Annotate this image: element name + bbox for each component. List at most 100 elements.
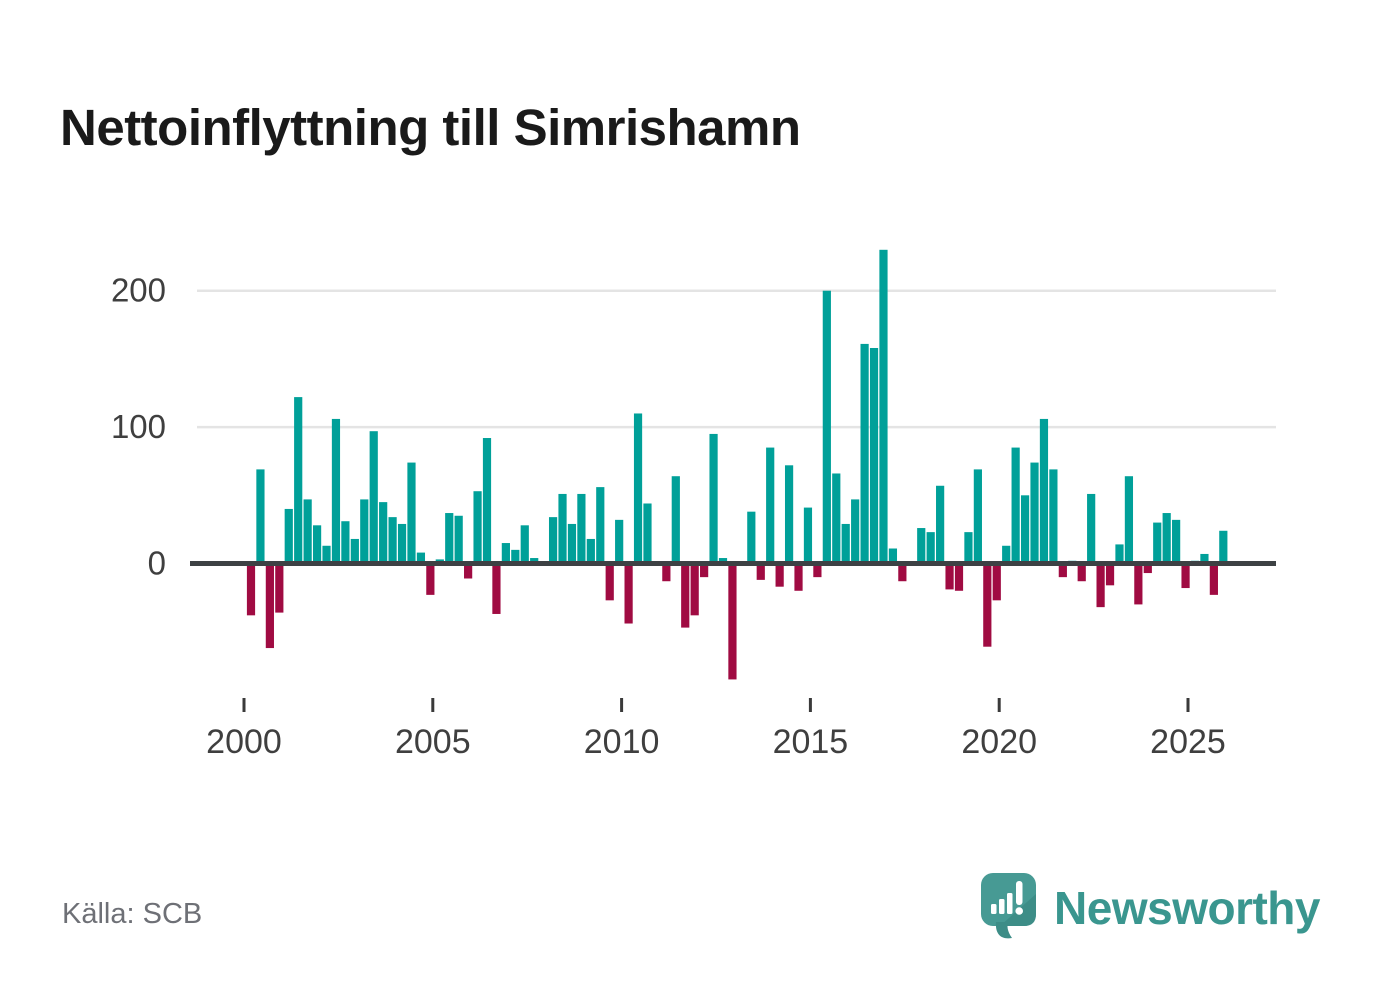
bar-2020-q1 [1002,545,1011,564]
bar-2002-q3 [341,521,350,564]
bar-2024-q4 [1181,563,1190,589]
bar-2000-q3 [265,563,274,649]
chart-svg: 0 100 200 2000 2005 2010 2015 2020 2025 [111,249,1276,761]
bar-2012-q3 [718,558,728,564]
bar-2016-q2 [860,343,869,564]
bar-2008-q3 [567,523,577,564]
bar-2008-q2 [558,493,567,564]
bar-2014-q1 [775,563,784,587]
bar-2010-q3 [643,503,652,564]
bar-2005-q2 [445,513,454,564]
bar-2012-q2 [709,433,718,564]
bar-2004-q2 [407,462,416,564]
bar-2023-q4 [1143,563,1152,574]
bar-2016-q4 [879,249,888,564]
bar-2015-q2 [822,290,831,564]
bar-2020-q4 [1030,462,1039,564]
bar-2019-q2 [973,469,982,564]
bar-2003-q1 [360,499,369,564]
bar-2001-q1 [284,508,293,564]
bar-2017-q1 [888,548,898,564]
bar-2020-q2 [1011,447,1020,564]
bar-2009-q3 [605,563,614,601]
bar-2017-q2 [898,563,907,582]
bar-2017-q4 [917,528,926,564]
x-axis-label-2020: 2020 [961,723,1037,761]
bar-chart: 0 100 200 2000 2005 2010 2015 2020 2025 [111,249,1276,761]
bar-2025-q2 [1200,553,1209,564]
bar-2015-q3 [832,473,841,564]
bar-2019-q1 [964,532,973,564]
bar-2022-q3 [1096,563,1105,608]
bar-2007-q1 [511,549,520,564]
bar-2002-q4 [350,538,359,564]
bar-2016-q3 [869,348,879,564]
x-axis-label-2010: 2010 [584,723,660,761]
bar-2000-q2 [256,469,265,564]
bar-2005-q4 [464,563,473,579]
bar-2007-q3 [530,558,539,564]
bar-2011-q2 [671,476,680,564]
bar-2006-q4 [501,543,510,564]
bar-2022-q1 [1077,563,1086,582]
bar-2011-q1 [662,563,671,582]
page-title: Nettoinflyttning till Simrishamn [60,99,801,157]
bar-2014-q4 [803,507,813,564]
bar-2009-q4 [615,519,624,564]
bar-2024-q3 [1172,519,1181,564]
newsworthy-logo-icon [981,873,1037,939]
bar-2013-q2 [747,511,756,564]
bar-2021-q1 [1039,418,1049,564]
bar-2015-q4 [841,523,850,564]
bar-2003-q4 [388,517,397,564]
bar-2014-q3 [794,563,803,591]
bar-2025-q3 [1209,563,1218,595]
bar-2003-q3 [379,502,388,564]
bar-2005-q3 [454,515,463,564]
x-axis-label-2025: 2025 [1150,723,1226,761]
bar-2018-q4 [954,563,964,591]
bar-2000-q1 [246,563,256,616]
bar-2009-q2 [596,487,605,564]
bar-2000-q4 [275,563,284,613]
bar-2013-q4 [766,447,775,564]
bar-2001-q3 [303,499,312,564]
bar-2022-q4 [1105,563,1115,586]
bar-2006-q2 [482,438,492,564]
bar-2006-q1 [473,491,482,564]
bar-2023-q3 [1134,563,1143,605]
bar-2023-q1 [1115,544,1124,564]
bar-2011-q3 [681,563,690,628]
bar-2012-q1 [700,563,709,578]
bar-2014-q2 [784,465,794,564]
logo-bar-chart-glyph [991,881,1024,915]
bar-2022-q2 [1087,493,1096,564]
x-axis-label-2000: 2000 [206,723,282,761]
bar-2021-q3 [1058,563,1067,578]
brand-name: Newsworthy [1054,882,1320,934]
bar-2006-q3 [492,563,501,614]
bar-2004-q4 [426,563,435,595]
bar-2023-q2 [1124,476,1134,564]
bar-2004-q1 [397,523,407,564]
bar-2003-q2 [369,431,378,564]
x-axis-label-2015: 2015 [773,723,849,761]
bar-2001-q4 [312,525,322,564]
y-axis-label-200: 200 [111,272,166,309]
bar-2007-q2 [520,525,529,564]
bar-2011-q4 [690,563,699,616]
bar-2010-q1 [624,563,633,624]
bar-2004-q3 [416,552,426,564]
bar-2025-q4 [1219,530,1228,564]
bar-2019-q3 [983,563,992,647]
bar-2013-q3 [756,563,765,580]
bar-2009-q1 [586,538,595,564]
bar-2021-q2 [1049,469,1058,564]
bar-2010-q2 [633,413,643,564]
bar-2024-q1 [1153,522,1162,564]
bar-2002-q2 [331,418,341,564]
bar-2018-q3 [945,563,954,590]
bar-2001-q2 [294,397,303,564]
y-axis-label-0: 0 [148,545,166,582]
y-axis-label-100: 100 [111,408,166,445]
